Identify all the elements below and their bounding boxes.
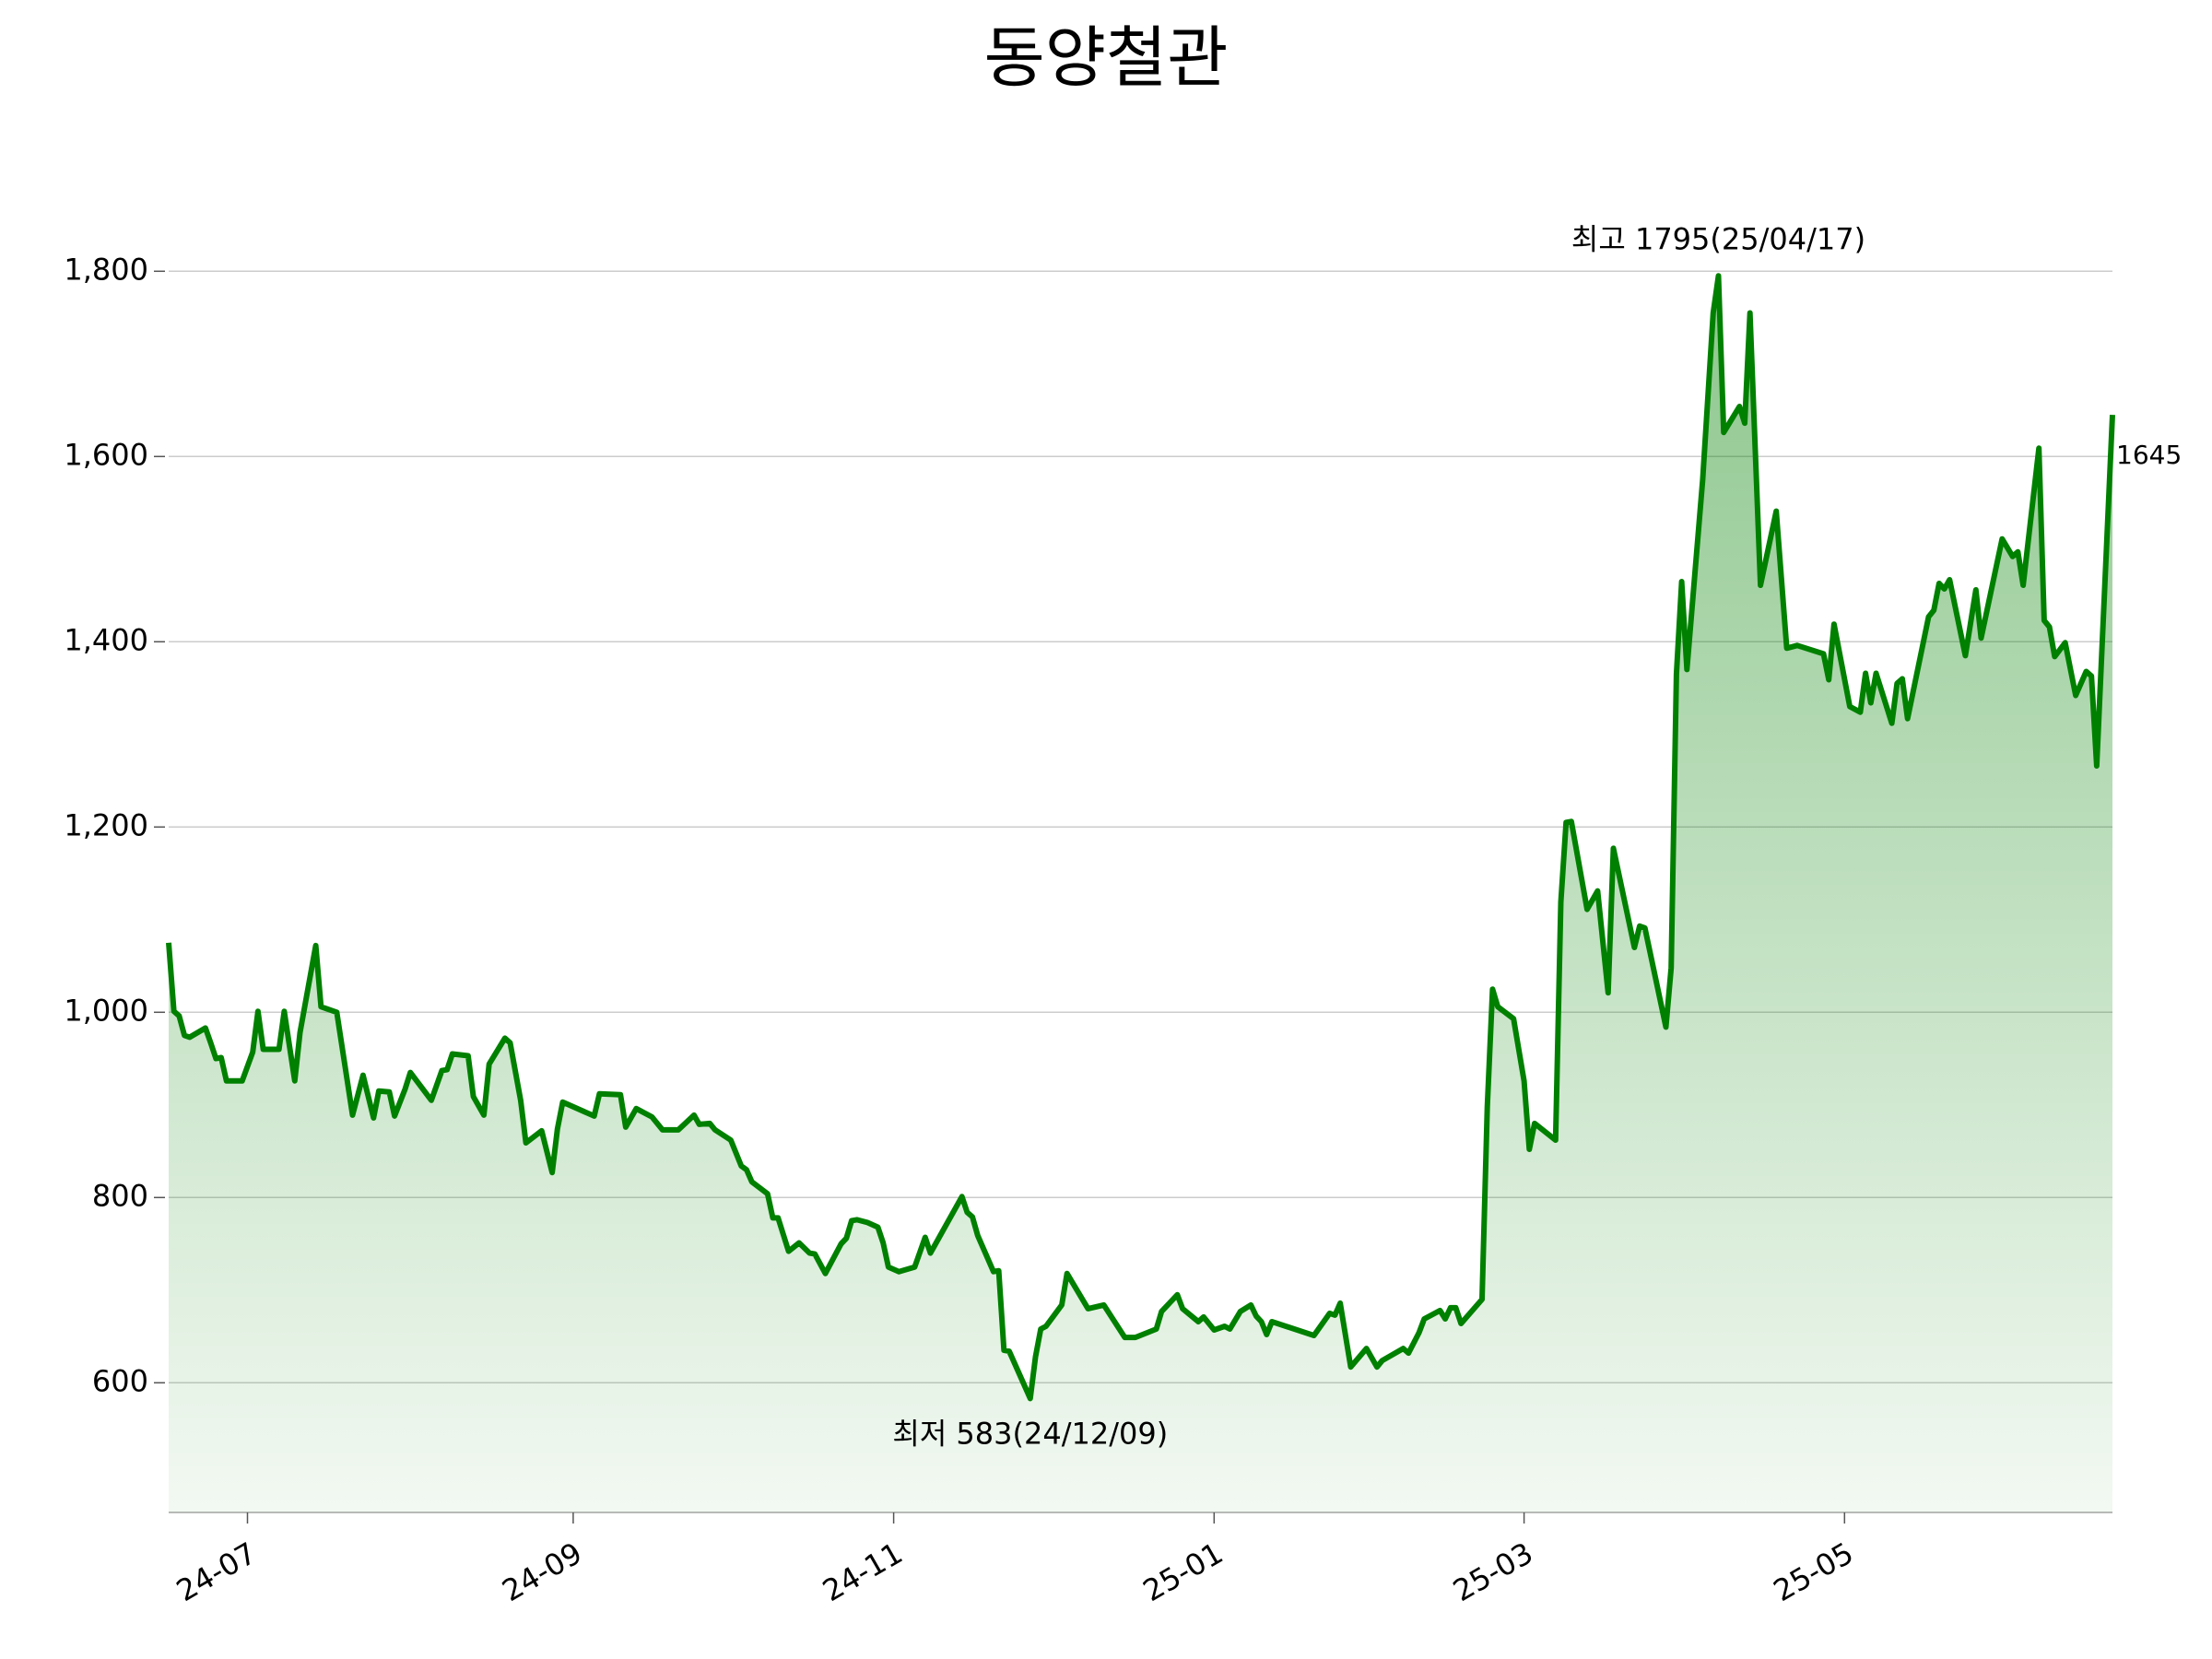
area-fill xyxy=(169,276,2112,1512)
x-tick-label: 25-01 xyxy=(1137,1535,1230,1608)
y-tick-label: 1,400 xyxy=(64,622,148,657)
annotation: 1645 xyxy=(2116,440,2182,470)
annotation: 최저 583(24/12/09) xyxy=(892,1416,1168,1451)
y-tick-label: 1,800 xyxy=(64,252,148,287)
y-tick-label: 1,000 xyxy=(64,993,148,1028)
y-tick-label: 600 xyxy=(92,1363,148,1398)
x-tick-label: 24-11 xyxy=(817,1535,909,1608)
x-tick-label: 24-07 xyxy=(171,1535,263,1608)
chart-title: 동양철관 xyxy=(984,19,1229,97)
x-tick-label: 24-09 xyxy=(496,1535,588,1608)
y-tick-label: 800 xyxy=(92,1178,148,1213)
price-line xyxy=(166,273,2115,1402)
y-tick-label: 1,200 xyxy=(64,807,148,842)
x-tick-label: 25-05 xyxy=(1768,1535,1860,1608)
annotation: 최고 1795(25/04/17) xyxy=(1571,221,1865,256)
x-tick-label: 25-03 xyxy=(1447,1535,1539,1608)
y-tick-label: 1,600 xyxy=(64,437,148,472)
